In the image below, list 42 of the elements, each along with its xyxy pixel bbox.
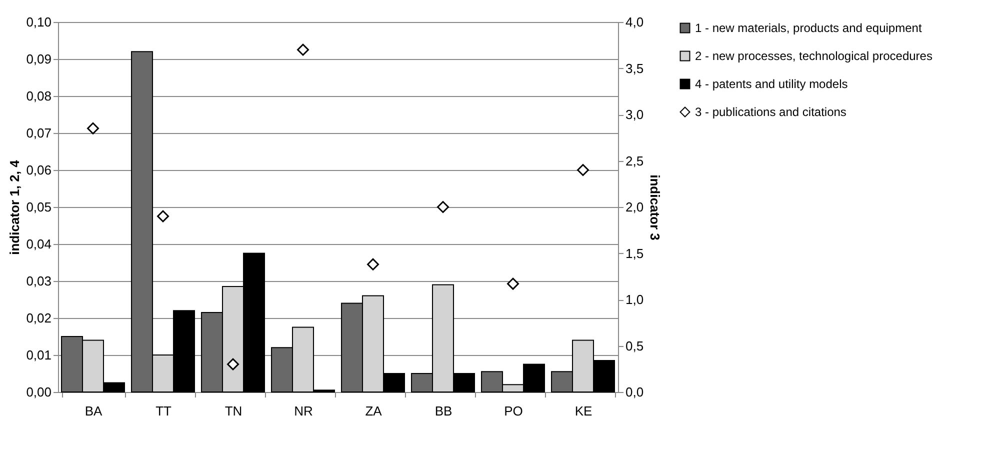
y2-tick-label: 1,5 bbox=[626, 246, 644, 261]
point bbox=[577, 164, 589, 176]
y-tick-label: 0,03 bbox=[26, 274, 52, 288]
point bbox=[367, 258, 379, 270]
y2-tick-label: 4,0 bbox=[626, 14, 644, 30]
point bbox=[157, 210, 169, 222]
x-tick-label: ZA bbox=[365, 404, 382, 418]
x-tick-label: TT bbox=[156, 404, 172, 418]
point bbox=[87, 122, 99, 134]
y-tick-label: 0,02 bbox=[26, 310, 52, 326]
x-tick-label: BB bbox=[434, 404, 452, 418]
point bbox=[297, 44, 309, 56]
y2-tick-label: 1,0 bbox=[626, 292, 644, 307]
y-tick-label: 0,10 bbox=[26, 14, 52, 30]
point bbox=[507, 278, 519, 290]
y-tick-label: 0,07 bbox=[26, 126, 52, 140]
x-tick-label: BA bbox=[84, 404, 102, 418]
y2-tick-label: 0,0 bbox=[626, 384, 644, 400]
legend-label: 1 - new materials, products and equipment bbox=[695, 21, 922, 35]
y2-axis-title: indicator 3 bbox=[648, 174, 663, 240]
y2-tick-label: 2,0 bbox=[626, 200, 644, 214]
y2-tick-label: 0,5 bbox=[626, 338, 644, 354]
legend-label: 2 - new processes, technological procedures bbox=[695, 49, 932, 63]
y-tick-label: 0,04 bbox=[26, 236, 52, 252]
legend-label: 4 - patents and utility models bbox=[695, 77, 848, 91]
y2-tick-label: 3,0 bbox=[626, 107, 644, 122]
y-tick-label: 0,09 bbox=[26, 52, 52, 66]
point bbox=[437, 201, 449, 213]
point bbox=[227, 358, 239, 370]
y-tick-label: 0,06 bbox=[26, 162, 52, 178]
y-tick-label: 0,01 bbox=[26, 348, 52, 362]
legend-label: 3 - publications and citations bbox=[695, 105, 846, 119]
y-axis-title: indicator 1, 2, 4 bbox=[7, 159, 22, 255]
y-tick-label: 0,05 bbox=[26, 200, 52, 214]
x-tick-label: TN bbox=[224, 404, 242, 418]
y-tick-label: 0,08 bbox=[26, 88, 52, 104]
y2-tick-label: 3,5 bbox=[626, 60, 644, 76]
y2-tick-label: 2,5 bbox=[626, 153, 644, 168]
x-tick-label: NR bbox=[294, 404, 313, 418]
x-tick-label: PO bbox=[504, 404, 523, 418]
y-tick-label: 0,00 bbox=[26, 384, 52, 400]
x-tick-label: KE bbox=[574, 404, 592, 418]
